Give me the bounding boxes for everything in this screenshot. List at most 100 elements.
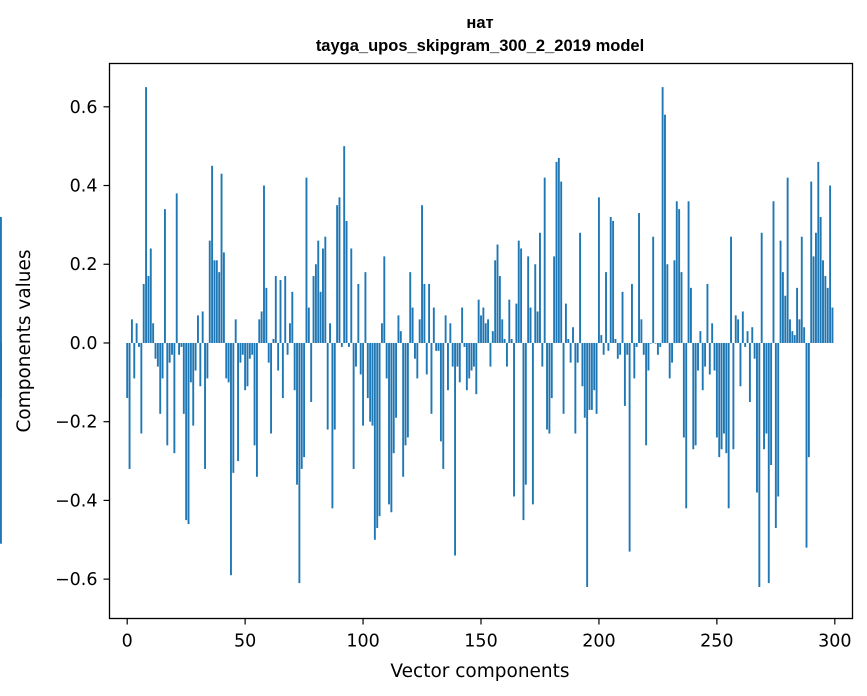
bar-component-170 — [527, 256, 530, 343]
bar-component-256 — [730, 236, 732, 343]
bar-component-228 — [664, 114, 666, 343]
bar-component-26 — [187, 342, 190, 525]
bar-component-186 — [564, 303, 567, 343]
bar-component-137 — [449, 323, 452, 343]
bar-component-234 — [678, 209, 681, 343]
bar-component-25 — [185, 342, 188, 521]
bar-component-216 — [635, 342, 638, 347]
bar-component-23 — [180, 342, 183, 347]
bar-component-217 — [638, 213, 640, 343]
bar-component-105 — [373, 342, 376, 540]
bar-component-173 — [534, 264, 537, 343]
bar-component-134 — [442, 342, 445, 469]
bar-component-287 — [803, 327, 806, 343]
bar-component-148 — [475, 342, 478, 395]
bar-component-263 — [746, 331, 749, 343]
bar-component-88 — [333, 342, 336, 430]
bar-component-220 — [645, 342, 648, 446]
bar-component-92 — [343, 146, 346, 343]
bar-component-297 — [826, 287, 829, 343]
bar-component-98 — [357, 283, 360, 343]
bar-component-182 — [555, 161, 558, 343]
bar-component-244 — [701, 342, 704, 391]
bar-component-159 — [501, 319, 504, 343]
bar-component-150 — [480, 315, 482, 343]
y-tick-label: −0.4 — [55, 491, 98, 511]
bar-component-147 — [472, 342, 475, 367]
bar-component-117 — [402, 342, 405, 477]
bar-component-184 — [560, 181, 563, 343]
bar-component-99 — [359, 342, 362, 375]
bar-component-212 — [626, 342, 629, 355]
bar-component-257 — [732, 342, 735, 450]
bar-component-37 — [213, 260, 216, 343]
bar-component-8 — [145, 87, 148, 343]
bar-component-127 — [425, 342, 428, 375]
bar-component-83 — [322, 248, 324, 343]
bar-component-229 — [666, 264, 669, 343]
bar-component-109 — [383, 256, 386, 343]
bar-component-20 — [173, 342, 176, 454]
bar-component-179 — [548, 342, 551, 434]
bar-component-265 — [751, 327, 754, 343]
y-tick-label: −0.2 — [55, 413, 98, 433]
bar-component-85 — [326, 342, 329, 430]
bar-component-5 — [138, 342, 140, 347]
bar-component-282 — [791, 331, 794, 343]
bar-component-30 — [197, 315, 199, 343]
bar-component-200 — [597, 197, 600, 343]
bar-component-225 — [656, 342, 659, 355]
bar-component-89 — [336, 205, 339, 343]
bar-component-194 — [583, 342, 586, 418]
bar-component-63 — [274, 276, 277, 343]
bar-component-262 — [744, 342, 747, 347]
bar-component-133 — [439, 342, 442, 442]
bar-component-21 — [175, 193, 178, 343]
bar-component-206 — [612, 220, 615, 343]
bar-component-120 — [409, 272, 412, 343]
bar-component-189 — [572, 327, 574, 343]
bar-component-201 — [600, 335, 603, 343]
bar-component-108 — [380, 323, 383, 343]
bar-component-190 — [574, 342, 577, 434]
bar-component-164 — [513, 342, 515, 497]
bar-component-14 — [159, 342, 162, 414]
bar-component-299 — [831, 307, 834, 343]
bar-component-185 — [562, 342, 565, 414]
bar-component-227 — [661, 87, 664, 343]
bar-component-156 — [494, 260, 497, 343]
bar-component-64 — [277, 342, 280, 371]
bar-component-118 — [404, 342, 407, 446]
bar-component-254 — [725, 342, 728, 454]
bar-component-11 — [152, 323, 155, 343]
bar-component-112 — [390, 342, 393, 513]
bar-component-87 — [331, 342, 334, 509]
bar-component-168 — [522, 342, 525, 521]
x-tick-label: 0 — [122, 632, 133, 652]
bar-component-41 — [222, 252, 225, 343]
bar-component-17 — [166, 342, 169, 446]
bar-component-3 — [133, 342, 136, 379]
bar-component-266 — [753, 342, 756, 359]
bar-component-67 — [284, 276, 287, 343]
bar-component-122 — [414, 342, 416, 359]
bar-component-224 — [654, 342, 657, 344]
bar-component-175 — [539, 232, 541, 343]
bar-component-276 — [777, 342, 780, 497]
bar-component-81 — [317, 240, 320, 343]
bar-component-249 — [713, 342, 716, 371]
y-axis-ticks: −0.6 −0.4 −0.2 0.0 0.2 0.4 0.6 — [55, 98, 110, 590]
bar-component-116 — [399, 331, 402, 343]
bar-component-215 — [633, 342, 636, 379]
bar-component-15 — [161, 342, 164, 379]
bar-component-128 — [428, 283, 431, 343]
bar-component-218 — [640, 319, 643, 343]
bar-component-239 — [689, 287, 692, 343]
bar-component-242 — [697, 342, 699, 371]
bar-component-103 — [369, 342, 372, 422]
bar-component-196 — [588, 342, 591, 410]
bar-component-207 — [614, 339, 617, 343]
bar-component-187 — [567, 339, 570, 343]
bar-component-157 — [496, 244, 499, 343]
bar-component-176 — [541, 342, 544, 367]
